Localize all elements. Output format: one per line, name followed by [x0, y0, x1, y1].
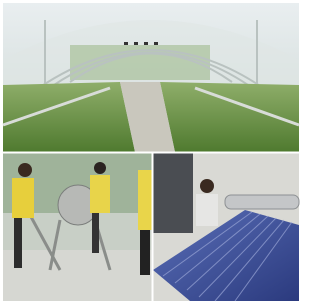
water-tank	[225, 195, 299, 209]
building-wall	[153, 153, 193, 233]
workshop-photo	[3, 153, 152, 301]
photo-collage	[0, 0, 302, 304]
greenhouse-photo	[3, 3, 299, 152]
workshop-floor	[3, 250, 152, 301]
solar-heater-photo	[153, 153, 299, 301]
person-right	[138, 170, 152, 275]
page: (() => { const data = JSON.parse(documen…	[0, 0, 302, 304]
